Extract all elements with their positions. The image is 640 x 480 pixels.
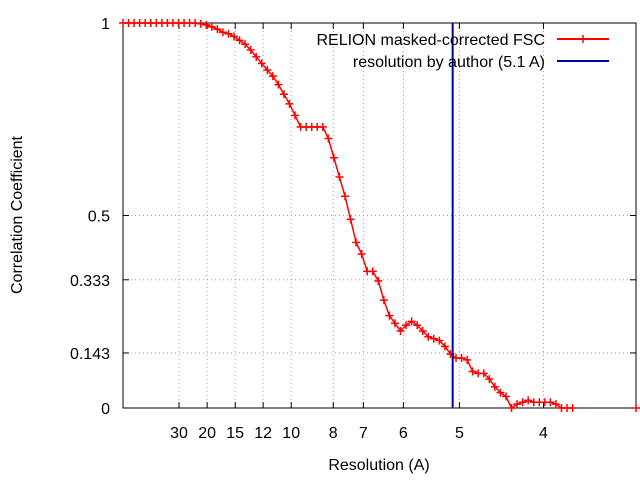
x-tick-label: 30 [170, 425, 188, 442]
fsc-point [285, 99, 294, 108]
fsc-point [241, 40, 250, 49]
y-tick-label: 0.333 [70, 273, 110, 290]
fsc-point [379, 296, 388, 305]
fsc-point [407, 317, 416, 326]
fsc-point [457, 353, 466, 362]
fsc-point [402, 321, 411, 330]
fsc-point [513, 400, 522, 409]
fsc-point [357, 250, 366, 258]
y-axis-title: Correlation Coefficient [9, 135, 26, 294]
fsc-point [346, 215, 355, 224]
fsc-point [429, 334, 438, 343]
fsc-point [413, 321, 422, 330]
x-tick-label: 12 [254, 425, 272, 442]
fsc-point [518, 398, 527, 407]
fsc-point [263, 65, 272, 74]
x-tick-label: 8 [329, 425, 338, 442]
fsc-point [490, 382, 499, 391]
fsc-point [352, 238, 361, 247]
fsc-point [632, 404, 640, 412]
fsc-point [329, 153, 338, 162]
fsc-point [230, 32, 239, 41]
fsc-point [501, 392, 510, 401]
y-tick-label: 0.143 [70, 346, 110, 363]
fsc-point [368, 267, 377, 276]
fsc-point [213, 25, 222, 34]
x-tick-label: 10 [282, 425, 300, 442]
series-layer [119, 19, 640, 412]
legend-marker-fsc [579, 35, 587, 43]
y-tick-label: 1 [101, 16, 110, 33]
fsc-point [341, 192, 350, 201]
x-tick-label: 5 [455, 425, 464, 442]
fsc-point [374, 276, 383, 285]
fsc-point [207, 22, 216, 31]
fsc-point [396, 327, 405, 335]
fsc-point [196, 19, 205, 28]
grid [123, 23, 636, 408]
fsc-point [568, 404, 577, 412]
fsc-point [546, 398, 555, 407]
fsc-point [246, 45, 255, 54]
fsc-point [485, 375, 494, 384]
fsc-point [507, 404, 516, 412]
legend-label-fsc: RELION masked-corrected FSC [316, 32, 545, 49]
x-tick-label: 4 [539, 425, 548, 442]
fsc-point [440, 342, 449, 351]
x-tick-label: 15 [226, 425, 244, 442]
legend: RELION masked-corrected FSC resolution b… [316, 32, 609, 71]
fsc-point [390, 319, 399, 328]
fsc-point [235, 36, 244, 45]
y-tick-label: 0.5 [88, 209, 110, 226]
y-tick-label: 0 [101, 401, 110, 418]
fsc-point [524, 396, 533, 405]
fsc-point [191, 19, 200, 27]
x-tick-label: 7 [359, 425, 368, 442]
x-tick-label: 20 [198, 425, 216, 442]
fsc-point [202, 20, 211, 29]
fsc-point [257, 59, 266, 68]
fsc-point [291, 111, 300, 120]
fsc-point [479, 369, 488, 378]
fsc-point [463, 355, 472, 364]
fsc-point [335, 173, 344, 181]
fsc-point [279, 90, 288, 99]
fsc-point [468, 367, 477, 376]
fsc-point [424, 332, 433, 341]
fsc-point [496, 388, 505, 397]
legend-plus [579, 35, 587, 43]
x-axis-title: Resolution (A) [328, 457, 429, 474]
fsc-point [318, 122, 327, 131]
fsc-point [274, 80, 283, 89]
fsc-point [218, 28, 227, 37]
fsc-point [224, 29, 233, 38]
fsc-point [418, 327, 427, 335]
legend-label-resolution: resolution by author (5.1 A) [353, 54, 545, 71]
fsc-point [385, 311, 394, 320]
fsc-point [268, 72, 277, 81]
x-tick-label: 6 [399, 425, 408, 442]
fsc-point [435, 336, 444, 345]
ticks: 30 20 15 12 10 8 7 6 5 4 0 0.143 0.333 0.5 1 [70, 16, 636, 442]
fsc-point [551, 400, 560, 409]
fsc-point [324, 134, 333, 143]
fsc-point [252, 52, 261, 61]
